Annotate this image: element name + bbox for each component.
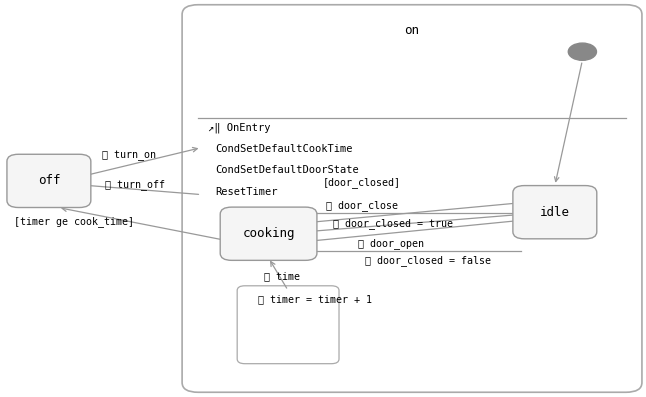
FancyBboxPatch shape bbox=[182, 5, 642, 392]
Text: 🔷 door_closed = true: 🔷 door_closed = true bbox=[333, 218, 453, 229]
Text: ↗‖ OnEntry: ↗‖ OnEntry bbox=[208, 122, 270, 133]
Text: ResetTimer: ResetTimer bbox=[215, 187, 278, 197]
FancyBboxPatch shape bbox=[220, 207, 317, 260]
Text: 🔷 timer = timer + 1: 🔷 timer = timer + 1 bbox=[258, 295, 371, 304]
Text: CondSetDefaultDoorState: CondSetDefaultDoorState bbox=[215, 165, 359, 175]
Text: on: on bbox=[404, 24, 419, 37]
Text: 🔗 door_open: 🔗 door_open bbox=[359, 239, 424, 249]
Text: CondSetDefaultCookTime: CondSetDefaultCookTime bbox=[215, 144, 353, 154]
Text: 🔗 turn_on: 🔗 turn_on bbox=[102, 150, 156, 161]
Text: 🔗 turn_off: 🔗 turn_off bbox=[105, 179, 165, 190]
Text: [timer ge cook_time]: [timer ge cook_time] bbox=[14, 216, 134, 227]
Text: 🔗 door_close: 🔗 door_close bbox=[326, 200, 398, 211]
FancyBboxPatch shape bbox=[513, 185, 597, 239]
FancyBboxPatch shape bbox=[237, 286, 339, 364]
Text: [door_closed]: [door_closed] bbox=[323, 177, 401, 188]
Text: 🔗 time: 🔗 time bbox=[264, 271, 300, 281]
Circle shape bbox=[568, 43, 596, 60]
Text: off: off bbox=[37, 174, 60, 187]
Text: 🔷 door_closed = false: 🔷 door_closed = false bbox=[364, 255, 490, 266]
Text: idle: idle bbox=[540, 206, 570, 219]
Text: cooking: cooking bbox=[242, 227, 295, 240]
FancyBboxPatch shape bbox=[7, 154, 91, 208]
